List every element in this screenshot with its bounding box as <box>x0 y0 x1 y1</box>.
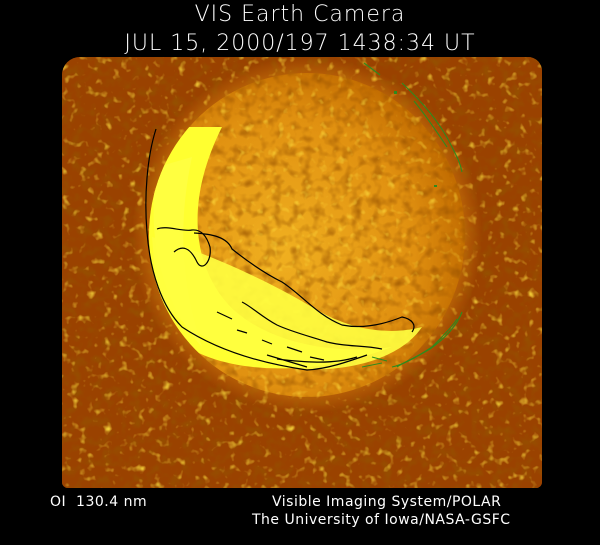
observation-timestamp: JUL 15, 2000/197 1438:34 UT <box>124 31 476 56</box>
instrument-label: Visible Imaging System/POLAR <box>272 494 502 510</box>
camera-title: VIS Earth Camera <box>194 2 406 27</box>
wavelength-label: OI 130.4 nm <box>50 494 148 510</box>
earth-image <box>62 57 542 488</box>
credit-label: The University of Iowa/NASA-GSFC <box>252 512 511 528</box>
